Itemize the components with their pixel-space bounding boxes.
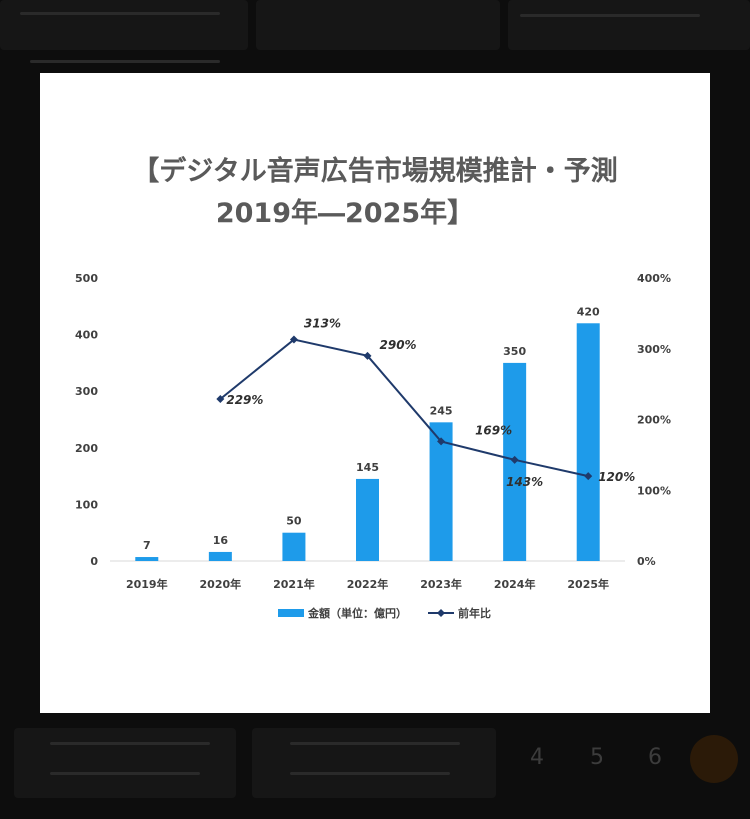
line-point xyxy=(216,394,225,403)
bar xyxy=(576,323,600,561)
bar-value-labels: 7 16 50 145 245 350 420 xyxy=(143,305,600,552)
legend-bar-swatch xyxy=(278,609,304,617)
line-point xyxy=(584,472,593,481)
y-right-tick-label: 400% xyxy=(637,272,671,285)
y-right-tick-label: 100% xyxy=(637,484,671,497)
line-value-label: 143% xyxy=(506,475,543,489)
legend: 金額（単位：億円） 前年比 xyxy=(278,606,491,620)
series-line xyxy=(219,338,589,478)
legend-bar-label: 金額（単位：億円） xyxy=(307,606,407,620)
background-text xyxy=(290,772,450,775)
chart-subtitle: 2019年―2025年】 xyxy=(215,198,475,229)
x-axis: 2019年 2020年 2021年 2022年 2023年 2024年 2025年 xyxy=(126,577,609,591)
line-point xyxy=(289,335,298,344)
y-left-tick-label: 500 xyxy=(75,272,98,285)
bar xyxy=(356,478,379,561)
background-card xyxy=(256,0,500,50)
background-text xyxy=(50,742,210,745)
x-tick-label: 2024年 xyxy=(494,577,536,591)
line-series xyxy=(216,335,593,481)
line-value-label: 120% xyxy=(598,470,635,484)
pager-number[interactable]: 6 xyxy=(648,745,662,770)
y-right-tick-label: 300% xyxy=(637,343,671,356)
bar-value-label: 50 xyxy=(286,515,302,528)
chart-title: 【デジタル音声広告市場規模推計・予測 xyxy=(132,156,618,187)
x-tick-label: 2020年 xyxy=(200,577,242,591)
bar xyxy=(282,532,306,561)
bar-value-label: 16 xyxy=(213,534,229,547)
background-card xyxy=(14,728,236,798)
bar xyxy=(429,422,453,561)
image-viewer-modal: 【デジタル音声広告市場規模推計・予測 2019年―2025年】 0 100 200 3… xyxy=(40,73,710,713)
background-text xyxy=(20,12,220,15)
chart-title-block: 【デジタル音声広告市場規模推計・予測 2019年―2025年】 xyxy=(40,151,710,235)
bar-value-label: 7 xyxy=(143,539,151,552)
pager-number[interactable]: 4 xyxy=(530,745,544,770)
bar-value-label: 420 xyxy=(577,305,600,318)
y-left-tick-label: 100 xyxy=(75,498,98,511)
x-tick-label: 2021年 xyxy=(273,577,315,591)
background-avatar xyxy=(690,735,738,783)
x-tick-label: 2019年 xyxy=(126,577,168,591)
background-card xyxy=(508,0,750,50)
y-right-tick-label: 200% xyxy=(637,414,671,427)
combo-chart: 0 100 200 300 400 500 0% 100% 200% 300% 400% 7 16 5… xyxy=(75,272,671,620)
y-left-tick-label: 0 xyxy=(90,555,98,568)
background-text xyxy=(50,772,200,775)
bar-value-label: 245 xyxy=(430,404,453,417)
line-value-labels: 229% 313% 290% 169% 143% 120% xyxy=(226,317,635,489)
y-left-axis: 0 100 200 300 400 500 xyxy=(75,272,98,568)
background-text xyxy=(520,14,700,17)
y-left-tick-label: 200 xyxy=(75,442,98,455)
y-left-tick-label: 300 xyxy=(75,385,98,398)
bar xyxy=(135,557,159,561)
x-tick-label: 2025年 xyxy=(567,577,609,591)
background-text xyxy=(290,742,460,745)
line-point xyxy=(437,437,446,446)
y-right-tick-label: 0% xyxy=(637,555,656,568)
y-left-tick-label: 400 xyxy=(75,329,98,342)
line-value-label: 290% xyxy=(380,338,417,352)
bar-value-label: 145 xyxy=(356,461,379,474)
legend-line-marker xyxy=(437,609,445,617)
x-tick-label: 2023年 xyxy=(420,577,462,591)
line-value-label: 229% xyxy=(226,393,263,407)
line-point xyxy=(363,351,372,360)
line-value-label: 169% xyxy=(475,423,512,437)
background-text xyxy=(30,60,220,63)
y-right-axis: 0% 100% 200% 300% 400% xyxy=(637,272,671,568)
legend-line-label: 前年比 xyxy=(458,606,491,620)
bar xyxy=(208,551,232,561)
pager-number[interactable]: 5 xyxy=(590,745,604,770)
background-card xyxy=(252,728,496,798)
line-value-label: 313% xyxy=(304,317,341,331)
x-tick-label: 2022年 xyxy=(347,577,389,591)
background-card xyxy=(0,0,248,50)
bar-value-label: 350 xyxy=(503,345,526,358)
